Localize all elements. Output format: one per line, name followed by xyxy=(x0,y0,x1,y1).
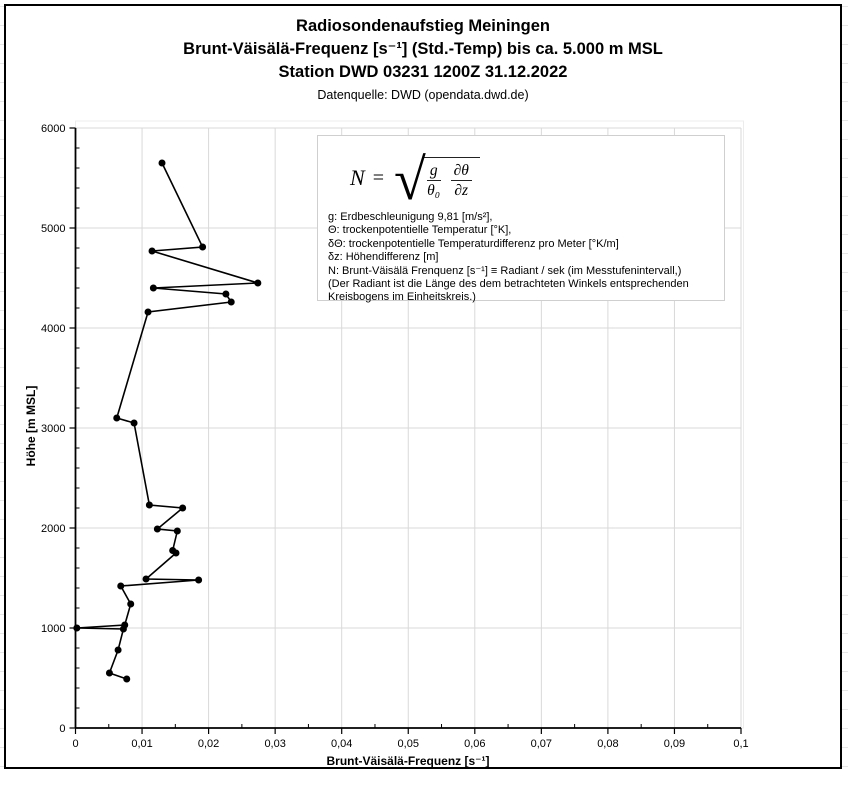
data-point xyxy=(144,308,152,316)
x-tick-label: 0,1 xyxy=(733,738,748,750)
x-tick-label: 0 xyxy=(72,738,78,750)
x-tick-label: 0,03 xyxy=(264,738,285,750)
data-point xyxy=(105,669,113,677)
data-point xyxy=(227,298,235,306)
data-point xyxy=(142,575,150,583)
y-tick-label: 3000 xyxy=(41,423,65,435)
x-tick-label: 0,05 xyxy=(398,738,419,750)
formula-box: N = √ g θ₀ ∂θ ∂z g: Erdbeschleunigung 9,… xyxy=(317,135,725,303)
fraction-denominator: θ₀ xyxy=(427,182,441,199)
formula-note-line: (Der Radiant ist die Länge des dem betra… xyxy=(328,278,689,304)
formula-note-line: Θ: trockenpotentielle Temperatur [°K], xyxy=(328,224,512,237)
fraction-g-over-theta0: g θ₀ xyxy=(426,162,441,199)
fraction-numerator: ∂θ xyxy=(450,162,472,181)
data-point xyxy=(130,419,138,427)
y-tick-label: 6000 xyxy=(41,123,65,135)
chart-title-block: Radiosondenaufstieg Meiningen Brunt-Väis… xyxy=(6,15,840,104)
data-point xyxy=(222,290,230,298)
fraction-numerator: g xyxy=(426,162,441,181)
chart-title-line3: Station DWD 03231 1200Z 31.12.2022 xyxy=(278,63,568,81)
equals-sign: = xyxy=(372,166,384,189)
data-point xyxy=(145,501,153,509)
radical-sign-icon: √ xyxy=(393,147,426,212)
data-point xyxy=(123,675,131,683)
formula-note-line: δΘ: trockenpotentielle Temperaturdiffere… xyxy=(328,237,619,250)
formula-radicand: g θ₀ ∂θ ∂z xyxy=(421,157,480,199)
data-point xyxy=(254,279,262,287)
data-point xyxy=(153,525,161,533)
chart-subtitle: Datenquelle: DWD (opendata.dwd.de) xyxy=(317,88,529,102)
formula: N = √ g θ₀ ∂θ ∂z xyxy=(350,147,724,212)
data-point xyxy=(149,284,157,292)
fraction-dtheta-over-dz: ∂θ ∂z xyxy=(450,162,472,199)
data-point xyxy=(114,646,122,654)
x-tick-label: 0,04 xyxy=(331,738,352,750)
data-point xyxy=(195,576,203,584)
formula-notes: g: Erdbeschleunigung 9,81 [m/s²], Θ: troc… xyxy=(328,211,714,305)
formula-note-line: g: Erdbeschleunigung 9,81 [m/s²], xyxy=(328,211,493,223)
formula-lhs: N xyxy=(350,165,365,190)
x-tick-label: 0,02 xyxy=(198,738,219,750)
y-axis-title: Höhe [m MSL] xyxy=(24,385,38,467)
formula-note-line: δz: Höhendifferenz [m] xyxy=(328,251,439,264)
data-point xyxy=(173,527,181,535)
y-tick-label: 4000 xyxy=(41,323,65,335)
data-point xyxy=(113,414,121,422)
data-point xyxy=(117,582,125,590)
chart-canvas: 0 0,01 0,02 0,03 0,04 0,05 0,06 0,07 0,08 0,09 0,1… xyxy=(41,120,749,750)
data-point xyxy=(148,247,156,255)
y-tick-label: 0 xyxy=(59,723,65,735)
data-point xyxy=(158,159,166,167)
x-tick-label: 0,08 xyxy=(597,738,618,750)
formula-note-line: N: Brunt-Väisälä Frenquenz [s⁻¹] ≡ Radia… xyxy=(328,264,682,277)
data-point xyxy=(179,504,187,512)
data-point xyxy=(199,243,207,251)
data-point xyxy=(121,621,129,629)
x-tick-label: 0,09 xyxy=(664,738,685,750)
x-axis-title: Brunt-Väisälä-Frequenz [s⁻¹] xyxy=(326,754,490,768)
x-tick-label: 0,07 xyxy=(531,738,552,750)
chart-title-line2: Brunt-Väisälä-Frequenz [s⁻¹] (Std.-Temp)… xyxy=(183,40,663,58)
chart-frame: Radiosondenaufstieg Meiningen Brunt-Väis… xyxy=(4,4,842,769)
y-tick-label: 1000 xyxy=(41,623,65,635)
data-point xyxy=(169,547,177,554)
data-point xyxy=(127,600,135,608)
y-tick-label: 2000 xyxy=(41,523,65,535)
y-tick-label: 5000 xyxy=(41,223,65,235)
x-tick-label: 0,01 xyxy=(131,738,152,750)
data-line xyxy=(76,162,259,680)
fraction-denominator: ∂z xyxy=(454,182,469,199)
x-tick-label: 0,06 xyxy=(464,738,485,750)
chart-title-line1: Radiosondenaufstieg Meiningen xyxy=(296,17,550,35)
data-point xyxy=(73,624,81,632)
